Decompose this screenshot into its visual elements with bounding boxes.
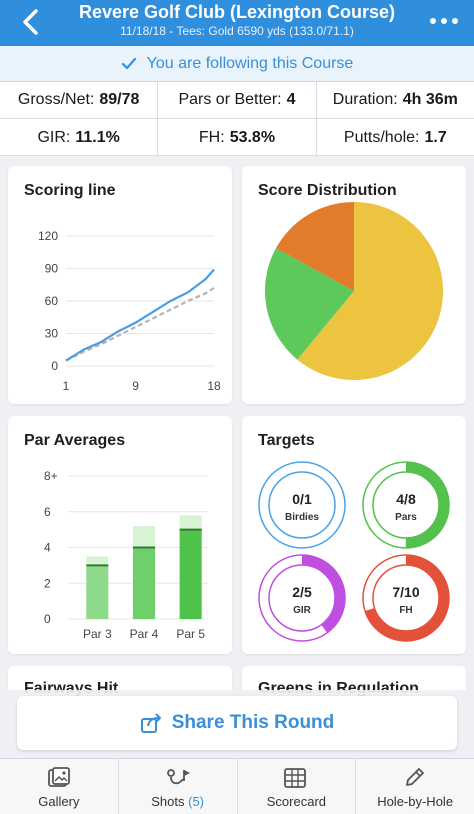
x-tick-label: 9 bbox=[132, 379, 139, 393]
tab-hole-by-hole[interactable]: Hole-by-Hole bbox=[356, 759, 474, 814]
y-tick-label: 0 bbox=[51, 359, 58, 373]
round-subtitle: 11/18/18 - Tees: Gold 6590 yds (133.0/71… bbox=[120, 24, 354, 38]
target-value: 0/1 bbox=[292, 491, 312, 507]
target-value: 4/8 bbox=[396, 491, 416, 507]
y-tick-label: 60 bbox=[45, 294, 59, 308]
targets-card[interactable]: 0/1 Birdies 4/8 Pars 2/5 GIR 7/10 FH Targets bbox=[242, 416, 466, 654]
target-label: GIR bbox=[293, 605, 312, 616]
target-label: FH bbox=[399, 605, 412, 616]
stat-label: Gross/Net: bbox=[17, 91, 95, 108]
stat-label: Pars or Better: bbox=[178, 91, 282, 108]
y-tick-label: 6 bbox=[44, 505, 51, 519]
x-tick-label: 18 bbox=[207, 379, 221, 393]
stat-putts-per-hole: Putts/hole: 1.7 bbox=[317, 119, 474, 156]
stat-fh: FH: 53.8% bbox=[158, 119, 317, 156]
stat-gross-net: Gross/Net: 89/78 bbox=[0, 82, 159, 118]
share-icon bbox=[140, 713, 161, 733]
card-title: Score Distribution bbox=[258, 182, 397, 199]
back-button[interactable] bbox=[14, 5, 48, 39]
share-label: Share This Round bbox=[171, 712, 335, 733]
stats-row: GIR: 11.1% FH: 53.8% Putts/hole: 1.7 bbox=[0, 119, 474, 156]
target-progress-arc bbox=[259, 555, 345, 641]
stat-duration: Duration: 4h 36m bbox=[317, 82, 474, 118]
par-reference-line bbox=[65, 287, 215, 362]
round-stats-grid: Gross/Net: 89/78 Pars or Better: 4 Duratio… bbox=[0, 82, 474, 156]
pie-slice bbox=[265, 248, 354, 360]
target-label: Birdies bbox=[285, 512, 319, 523]
target-progress-arc bbox=[363, 462, 449, 548]
targets-rings: 0/1 Birdies 4/8 Pars 2/5 GIR 7/10 FH bbox=[258, 461, 450, 642]
target-value: 2/5 bbox=[292, 584, 312, 600]
y-tick-label: 30 bbox=[45, 327, 59, 341]
x-tick-label: Par 3 bbox=[83, 627, 112, 641]
chevron-left-icon bbox=[23, 9, 38, 35]
par-averages-chart: 0 2 4 6 8+ Par 3 Par 4 Par 5 bbox=[44, 469, 208, 641]
y-tick-label: 0 bbox=[44, 612, 51, 626]
y-tick-label: 90 bbox=[45, 262, 59, 276]
stat-value: 1.7 bbox=[424, 128, 447, 146]
tab-shots[interactable]: Shots (5) bbox=[119, 759, 238, 814]
bottom-tab-bar: Gallery Shots (5) Scorecard Hole-by-Hole bbox=[0, 758, 474, 814]
target-value: 7/10 bbox=[392, 584, 419, 600]
stat-label: FH: bbox=[198, 128, 225, 146]
bar bbox=[86, 565, 109, 619]
target-progress-arc bbox=[363, 555, 449, 641]
tab-scorecard[interactable]: Scorecard bbox=[238, 759, 357, 814]
following-text: You are following this Course bbox=[146, 54, 354, 72]
shots-pin-icon bbox=[166, 769, 190, 785]
target-ring-outline bbox=[258, 461, 346, 549]
scorecard-icon bbox=[284, 768, 307, 788]
y-tick-label: 2 bbox=[44, 576, 51, 590]
pencil-icon bbox=[406, 768, 425, 786]
tab-gallery[interactable]: Gallery bbox=[0, 759, 119, 814]
score-distribution-card[interactable]: Score Distribution bbox=[242, 166, 466, 404]
score-line bbox=[65, 268, 215, 362]
x-tick-label: Par 5 bbox=[176, 627, 205, 641]
more-horizontal-icon bbox=[430, 18, 436, 24]
tab-label: Shots (5) bbox=[151, 794, 204, 809]
pie-slice bbox=[276, 202, 354, 291]
bar bbox=[179, 529, 202, 619]
stat-label: Putts/hole: bbox=[343, 128, 420, 146]
stat-label: GIR: bbox=[37, 128, 71, 146]
stat-value: 4 bbox=[286, 91, 296, 108]
stat-value: 4h 36m bbox=[402, 91, 458, 108]
gallery-icon bbox=[47, 767, 70, 787]
page-title: Revere Golf Club (Lexington Course) bbox=[78, 2, 396, 22]
share-round-button[interactable]: Share This Round bbox=[17, 696, 457, 750]
tab-label-text: Shots bbox=[151, 794, 185, 809]
tab-label: Hole-by-Hole bbox=[377, 794, 454, 809]
card-title: Targets bbox=[258, 432, 315, 449]
tab-label: Scorecard bbox=[266, 794, 326, 809]
score-distribution-pie bbox=[265, 202, 443, 380]
tab-label: Gallery bbox=[38, 794, 80, 809]
checkmark-icon bbox=[121, 57, 136, 69]
x-tick-label: 1 bbox=[63, 379, 70, 393]
par-averages-card[interactable]: 0 2 4 6 8+ Par 3 Par 4 Par 5 Par Averages bbox=[8, 416, 232, 654]
y-tick-label: 8+ bbox=[44, 469, 58, 483]
scoring-line-chart: 0 30 60 90 120 1 9 18 bbox=[38, 229, 221, 393]
stat-value: 53.8% bbox=[229, 128, 276, 146]
share-bar: Share This Round bbox=[0, 690, 474, 758]
scoring-line-card[interactable]: 0 30 60 90 120 1 9 18 Scoring line bbox=[8, 166, 232, 404]
bar bbox=[133, 547, 155, 619]
more-options-button[interactable] bbox=[426, 8, 462, 34]
target-ring-inner-outline bbox=[268, 471, 336, 539]
card-title: Scoring line bbox=[24, 182, 116, 199]
y-tick-label: 4 bbox=[44, 541, 51, 555]
x-tick-label: Par 4 bbox=[130, 627, 159, 641]
card-title: Par Averages bbox=[24, 432, 126, 449]
pie-slice bbox=[297, 202, 443, 380]
shots-count: (5) bbox=[188, 794, 204, 809]
following-banner[interactable]: You are following this Course bbox=[0, 46, 474, 82]
stats-row: Gross/Net: 89/78 Pars or Better: 4 Duratio… bbox=[0, 82, 474, 119]
top-navigation-bar: Revere Golf Club (Lexington Course) 11/1… bbox=[0, 0, 474, 46]
stat-value: 89/78 bbox=[99, 91, 140, 108]
stat-pars-or-better: Pars or Better: 4 bbox=[158, 82, 317, 118]
y-tick-label: 120 bbox=[38, 229, 58, 243]
target-label: Pars bbox=[395, 512, 417, 523]
stat-label: Duration: bbox=[332, 91, 398, 108]
stat-gir: GIR: 11.1% bbox=[0, 119, 159, 156]
stat-value: 11.1% bbox=[75, 128, 120, 146]
